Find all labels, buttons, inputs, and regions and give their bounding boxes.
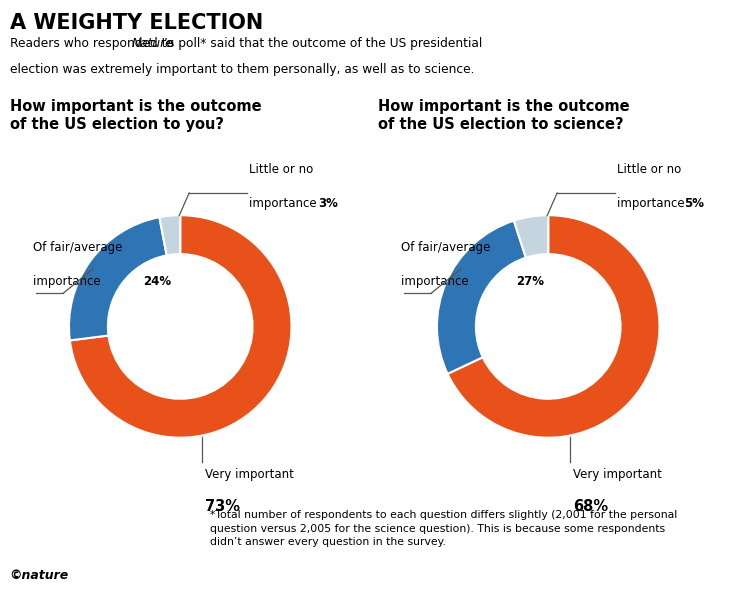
Text: Very important: Very important bbox=[573, 468, 662, 481]
Wedge shape bbox=[159, 215, 180, 255]
Text: Of fair/average: Of fair/average bbox=[33, 241, 122, 254]
Text: 3%: 3% bbox=[318, 196, 338, 210]
Text: 68%: 68% bbox=[573, 499, 608, 514]
Text: importance: importance bbox=[249, 196, 321, 210]
Text: importance: importance bbox=[401, 274, 472, 288]
Text: Of fair/average: Of fair/average bbox=[401, 241, 490, 254]
Text: 27%: 27% bbox=[516, 274, 544, 288]
Wedge shape bbox=[437, 220, 526, 374]
Wedge shape bbox=[514, 215, 548, 258]
Wedge shape bbox=[448, 215, 659, 438]
Text: A WEIGHTY ELECTION: A WEIGHTY ELECTION bbox=[10, 13, 263, 33]
Text: How important is the outcome
of the US election to science?: How important is the outcome of the US e… bbox=[378, 99, 629, 132]
Wedge shape bbox=[70, 215, 291, 438]
Text: 24%: 24% bbox=[143, 274, 172, 288]
Text: *Total number of respondents to each question differs slightly (2,001 for the pe: *Total number of respondents to each que… bbox=[210, 510, 677, 547]
Text: Little or no: Little or no bbox=[249, 164, 313, 176]
Text: 5%: 5% bbox=[684, 196, 704, 210]
Text: ’s poll* said that the outcome of the US presidential: ’s poll* said that the outcome of the US… bbox=[164, 37, 482, 50]
Text: Little or no: Little or no bbox=[617, 164, 681, 176]
Text: importance: importance bbox=[617, 196, 689, 210]
Text: Very important: Very important bbox=[205, 468, 294, 481]
Text: election was extremely important to them personally, as well as to science.: election was extremely important to them… bbox=[10, 63, 475, 76]
Text: ©nature: ©nature bbox=[10, 569, 69, 582]
Text: importance: importance bbox=[33, 274, 104, 288]
Text: Readers who responded to: Readers who responded to bbox=[10, 37, 178, 50]
Text: How important is the outcome
of the US election to you?: How important is the outcome of the US e… bbox=[10, 99, 261, 132]
Wedge shape bbox=[69, 217, 167, 340]
Text: 73%: 73% bbox=[205, 499, 240, 514]
Text: Nature: Nature bbox=[131, 37, 173, 50]
